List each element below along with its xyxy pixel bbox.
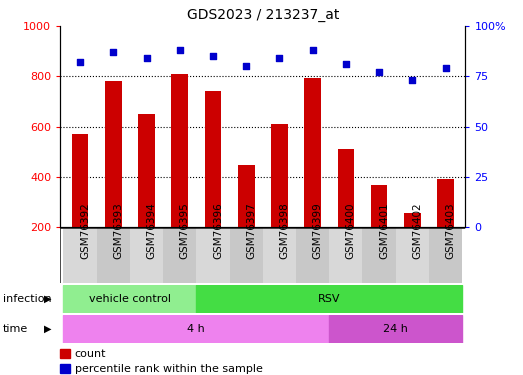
Bar bbox=[196, 228, 230, 283]
Text: GSM76402: GSM76402 bbox=[412, 202, 422, 259]
Bar bbox=[138, 114, 155, 277]
Bar bbox=[63, 228, 97, 283]
Bar bbox=[230, 228, 263, 283]
Text: 24 h: 24 h bbox=[383, 324, 408, 334]
Text: percentile rank within the sample: percentile rank within the sample bbox=[75, 364, 263, 374]
Point bbox=[375, 69, 383, 75]
Text: infection: infection bbox=[3, 294, 51, 304]
Text: RSV: RSV bbox=[318, 294, 340, 304]
Bar bbox=[271, 124, 288, 277]
Point bbox=[342, 62, 350, 68]
Bar bbox=[396, 228, 429, 283]
Bar bbox=[362, 228, 396, 283]
Bar bbox=[72, 134, 88, 277]
Text: GSM76398: GSM76398 bbox=[279, 202, 289, 259]
Bar bbox=[263, 228, 296, 283]
Text: GSM76397: GSM76397 bbox=[246, 202, 256, 259]
Text: GSM76396: GSM76396 bbox=[213, 202, 223, 259]
Text: GSM76393: GSM76393 bbox=[113, 202, 123, 259]
Bar bbox=[371, 186, 388, 277]
Point bbox=[275, 56, 283, 62]
Bar bbox=[404, 213, 420, 277]
Text: GSM76392: GSM76392 bbox=[80, 202, 90, 259]
Text: ▶: ▶ bbox=[44, 324, 52, 334]
Text: GSM76399: GSM76399 bbox=[313, 202, 323, 259]
Bar bbox=[63, 285, 196, 313]
Point bbox=[109, 50, 118, 55]
Text: GSM76394: GSM76394 bbox=[146, 202, 156, 259]
Bar bbox=[172, 74, 188, 277]
Point bbox=[242, 63, 251, 69]
Bar bbox=[63, 315, 329, 343]
Bar bbox=[304, 78, 321, 277]
Text: time: time bbox=[3, 324, 28, 334]
Bar bbox=[437, 179, 454, 277]
Text: count: count bbox=[75, 349, 106, 358]
Text: GSM76395: GSM76395 bbox=[180, 202, 190, 259]
Bar bbox=[130, 228, 163, 283]
Text: vehicle control: vehicle control bbox=[89, 294, 171, 304]
Text: GSM76403: GSM76403 bbox=[446, 202, 456, 259]
Bar bbox=[105, 81, 122, 277]
Bar bbox=[329, 228, 362, 283]
Bar bbox=[429, 228, 462, 283]
Bar bbox=[163, 228, 196, 283]
Point bbox=[209, 53, 217, 59]
Text: ▶: ▶ bbox=[44, 294, 52, 304]
Point bbox=[408, 77, 416, 83]
Bar bbox=[329, 315, 462, 343]
Text: GSM76400: GSM76400 bbox=[346, 202, 356, 259]
Bar bbox=[296, 228, 329, 283]
Title: GDS2023 / 213237_at: GDS2023 / 213237_at bbox=[187, 9, 339, 22]
Point bbox=[309, 47, 317, 53]
Bar bbox=[238, 165, 255, 277]
Bar bbox=[97, 228, 130, 283]
Point bbox=[142, 56, 151, 62]
Point bbox=[176, 47, 184, 53]
Bar bbox=[196, 285, 462, 313]
Text: GSM76401: GSM76401 bbox=[379, 202, 389, 259]
Bar bbox=[204, 92, 221, 277]
Point bbox=[76, 59, 84, 65]
Point bbox=[441, 65, 450, 71]
Text: 4 h: 4 h bbox=[187, 324, 205, 334]
Bar bbox=[337, 149, 354, 277]
